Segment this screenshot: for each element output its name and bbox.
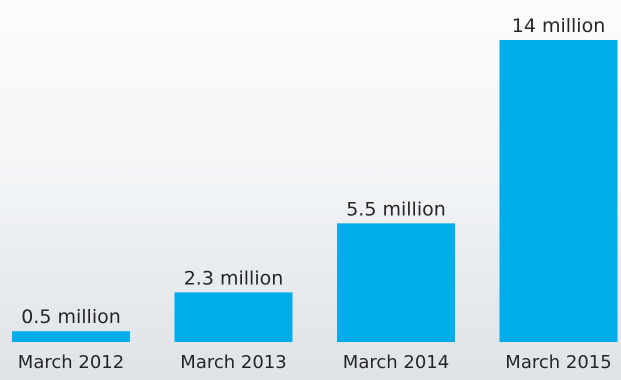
bar-2 [174, 292, 293, 342]
value-label-2: 2.3 million [184, 267, 284, 289]
bar-4 [499, 40, 618, 342]
category-label-2: March 2013 [180, 352, 286, 373]
value-label-3: 5.5 million [346, 198, 446, 220]
value-label-4: 14 million [512, 15, 606, 37]
value-labels-group: 0.5 million 2.3 million 5.5 million 14 mill… [21, 15, 605, 328]
category-label-4: March 2015 [505, 352, 611, 373]
category-label-1: March 2012 [18, 352, 124, 373]
bar-1 [12, 331, 130, 342]
category-labels-group: March 2012 March 2013 March 2014 March 2015 [18, 352, 612, 373]
value-label-1: 0.5 million [21, 306, 121, 328]
category-label-3: March 2014 [343, 352, 449, 373]
bars-group [12, 40, 618, 342]
bar-3 [337, 223, 455, 342]
